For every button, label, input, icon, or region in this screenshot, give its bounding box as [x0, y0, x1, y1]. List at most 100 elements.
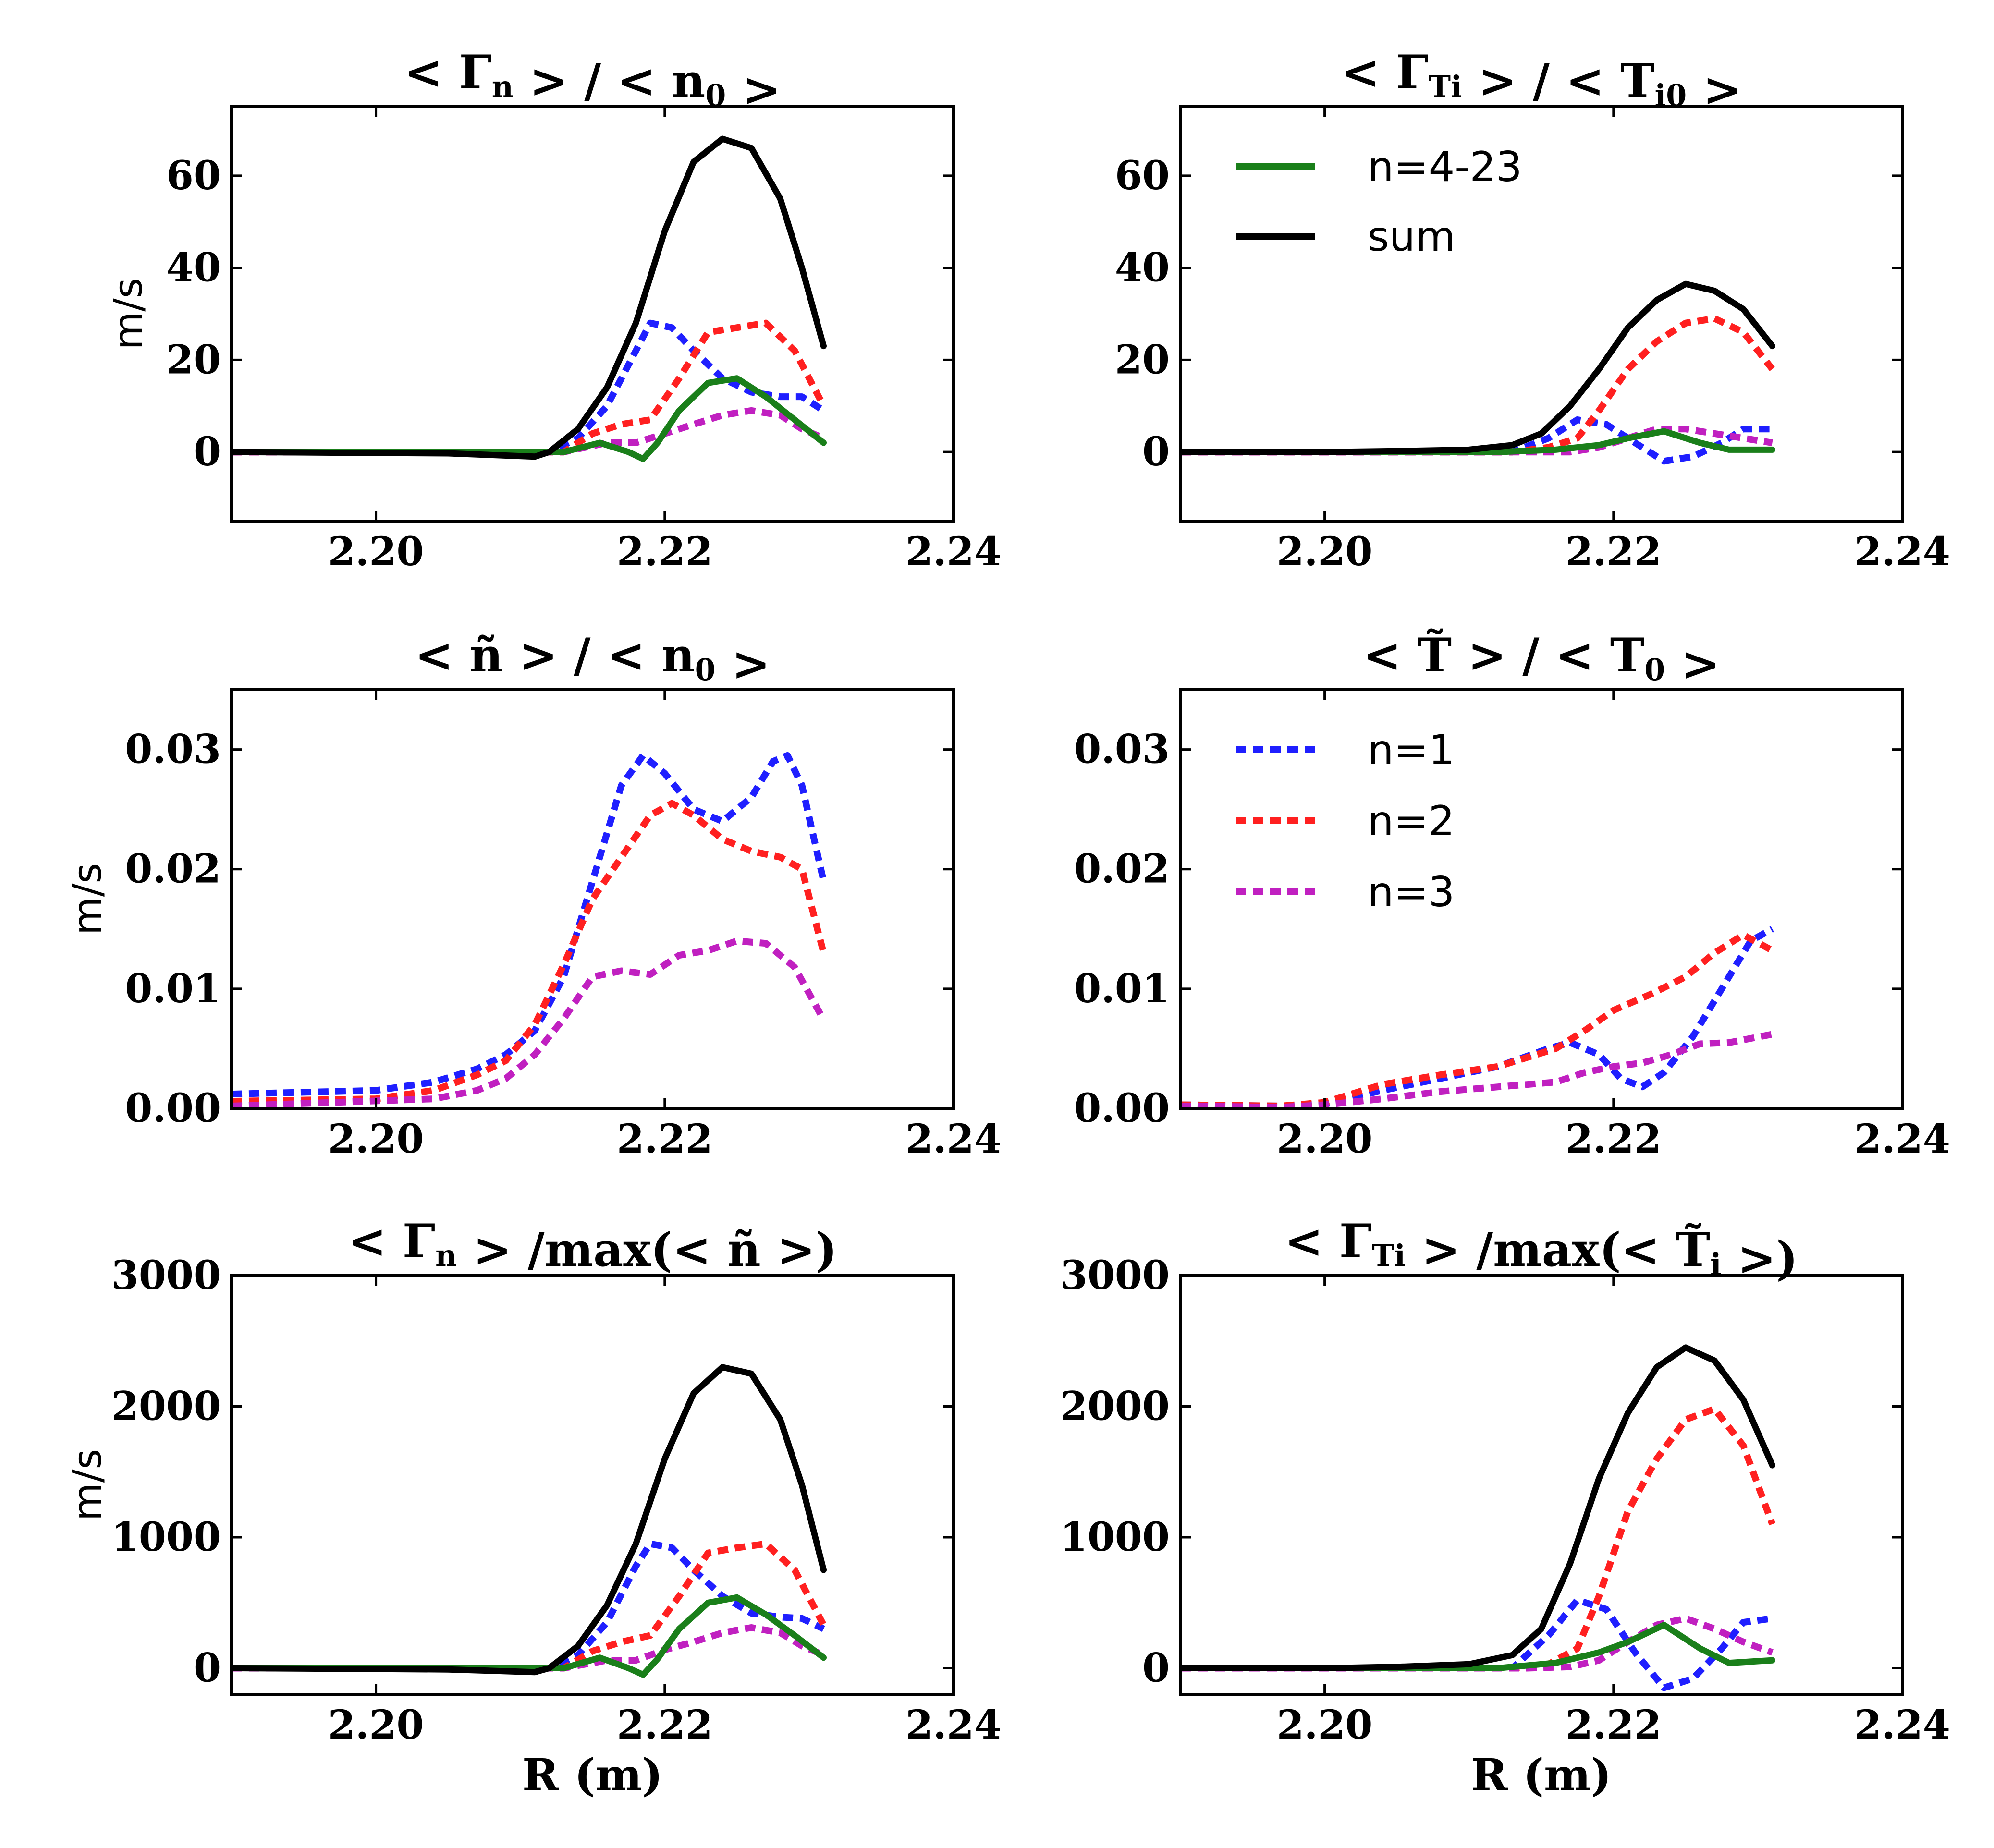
x-tick-label: 2.24 [1854, 1116, 1950, 1162]
series-line-n-3 [232, 407, 825, 456]
series-group [232, 1364, 827, 1678]
series-group [1180, 1344, 1776, 1691]
series-line-n-2 [232, 1540, 827, 1672]
x-tick-label: 2.22 [1566, 1702, 1662, 1748]
x-axis-label: R (m) [522, 1749, 663, 1801]
y-tick-label: 0 [194, 1645, 221, 1691]
chart-panel-1: 2.20 2.22 2.24 0 20 40 60 < Γn > / < n0 > m/s [106, 45, 1002, 575]
legend: n=1 n=2 n=3 [1236, 726, 1455, 916]
x-tick-label: 2.22 [617, 1116, 713, 1162]
series-line-n-3 [232, 1624, 825, 1672]
series-line-n-1 [232, 1540, 825, 1672]
series-group [232, 752, 827, 1108]
y-tick-label: 0.01 [125, 966, 221, 1012]
series-line-n-4-23 [1180, 1622, 1775, 1671]
legend-label-n-4-23: n=4-23 [1368, 143, 1522, 191]
x-tick-label: 2.24 [905, 529, 1002, 575]
series-line-sum [1180, 1344, 1775, 1671]
chart-title: < T̃ > / < T0 > [1363, 628, 1720, 691]
series-group [1180, 280, 1775, 465]
chart-panel-4: 2.20 2.22 2.24 0.00 0.01 0.02 0.03 < T̃ > / < T… [1074, 628, 1950, 1162]
y-tick-label: 1000 [1060, 1514, 1170, 1560]
series-line-n-1 [1180, 416, 1773, 465]
series-line-n-1 [232, 319, 826, 456]
x-tick-label: 2.22 [617, 529, 713, 575]
series-line-sum [1180, 280, 1775, 455]
x-tick-label: 2.20 [1277, 1702, 1373, 1748]
y-tick-label: 0.03 [125, 727, 221, 773]
y-tick-label: 2000 [111, 1384, 221, 1430]
x-tick-label: 2.20 [328, 1702, 424, 1748]
series-line-n-1 [1180, 1596, 1773, 1691]
chart-title: < ΓTi > /max(< T̃i >) [1284, 1214, 1798, 1286]
x-tick-label: 2.20 [328, 529, 424, 575]
legend-label-n-1: n=1 [1368, 726, 1455, 774]
series-line-n-2 [232, 800, 827, 1105]
series-line-sum [232, 1364, 827, 1676]
series-line-n-3 [1180, 1031, 1773, 1108]
y-tick-label: 0 [1142, 429, 1170, 475]
chart-panel-6: 2.20 2.22 2.24 0 1000 2000 3000 < ΓTi > /max(< … [1060, 1214, 1950, 1801]
series-line-n-4-23 [1180, 428, 1775, 455]
y-tick-label: 3000 [1060, 1252, 1170, 1299]
y-tick-label: 0.02 [125, 846, 221, 892]
plot-frame [230, 1274, 955, 1696]
series-line-n-1 [1180, 926, 1774, 1108]
series-group [232, 135, 827, 462]
y-tick-label: 20 [166, 337, 221, 383]
legend-label-sum: sum [1368, 213, 1456, 261]
plot-frame [230, 105, 955, 523]
x-axis-label: R (m) [1471, 1749, 1612, 1801]
x-tick-label: 2.22 [617, 1702, 713, 1748]
chart-panel-5: 2.20 2.22 2.24 0 1000 2000 3000 < Γn > /max(< ñ… [65, 1214, 1002, 1801]
x-tick-label: 2.22 [1566, 1116, 1662, 1162]
y-tick-label: 0.01 [1074, 966, 1170, 1012]
series-line-n-2 [232, 319, 827, 456]
y-axis-label: m/s [65, 1449, 110, 1521]
chart-title: < ñ > / < n0 > [415, 628, 770, 691]
series-group [1180, 926, 1774, 1108]
y-tick-label: 40 [1115, 245, 1170, 291]
y-tick-label: 0 [1142, 1645, 1170, 1691]
x-tick-label: 2.20 [1277, 1116, 1373, 1162]
legend: n=4-23 sum [1236, 143, 1522, 261]
x-tick-label: 2.24 [905, 1116, 1002, 1162]
legend-label-n-3: n=3 [1368, 868, 1455, 916]
y-tick-label: 0.02 [1074, 846, 1170, 892]
chart-title: < ΓTi > / < Ti0 > [1341, 45, 1741, 117]
series-line-n-2 [1180, 931, 1774, 1108]
series-line-n-2 [1180, 1405, 1776, 1672]
series-line-sum [232, 135, 827, 460]
y-tick-label: 1000 [111, 1514, 221, 1560]
plot-frame [1179, 688, 1904, 1110]
chart-title: < Γn > / < n0 > [404, 45, 781, 117]
x-tick-label: 2.24 [1854, 529, 1950, 575]
y-tick-label: 0.00 [1074, 1085, 1170, 1131]
plot-frame [1179, 105, 1904, 523]
series-line-n-3 [232, 937, 827, 1108]
chart-title: < Γn > /max(< ñ >) [348, 1214, 837, 1277]
y-tick-label: 0.00 [125, 1085, 221, 1131]
x-tick-label: 2.20 [328, 1116, 424, 1162]
series-line-n-4-23 [232, 375, 827, 462]
chart-panel-3: 2.20 2.22 2.24 0.00 0.01 0.02 0.03 < ñ > / < n0… [65, 628, 1002, 1162]
y-tick-label: 2000 [1060, 1384, 1170, 1430]
y-tick-label: 0 [194, 429, 221, 475]
y-tick-label: 60 [1115, 153, 1170, 199]
y-tick-label: 60 [166, 153, 221, 199]
x-tick-label: 2.22 [1566, 529, 1662, 575]
plot-frame [230, 688, 955, 1110]
chart-panel-2: 2.20 2.22 2.24 0 20 40 60 < ΓTi > / < Ti0 > n=4-… [1115, 45, 1950, 575]
legend-label-n-2: n=2 [1368, 797, 1455, 845]
series-line-n-1 [232, 752, 827, 1098]
y-tick-label: 40 [166, 245, 221, 291]
x-tick-label: 2.24 [1854, 1702, 1950, 1748]
x-tick-label: 2.24 [905, 1702, 1002, 1748]
x-tick-label: 2.20 [1277, 529, 1373, 575]
y-axis-label: m/s [65, 863, 110, 935]
series-line-n-4-23 [232, 1594, 827, 1678]
y-tick-label: 3000 [111, 1252, 221, 1299]
y-axis-label: m/s [106, 278, 151, 350]
y-tick-label: 20 [1115, 337, 1170, 383]
